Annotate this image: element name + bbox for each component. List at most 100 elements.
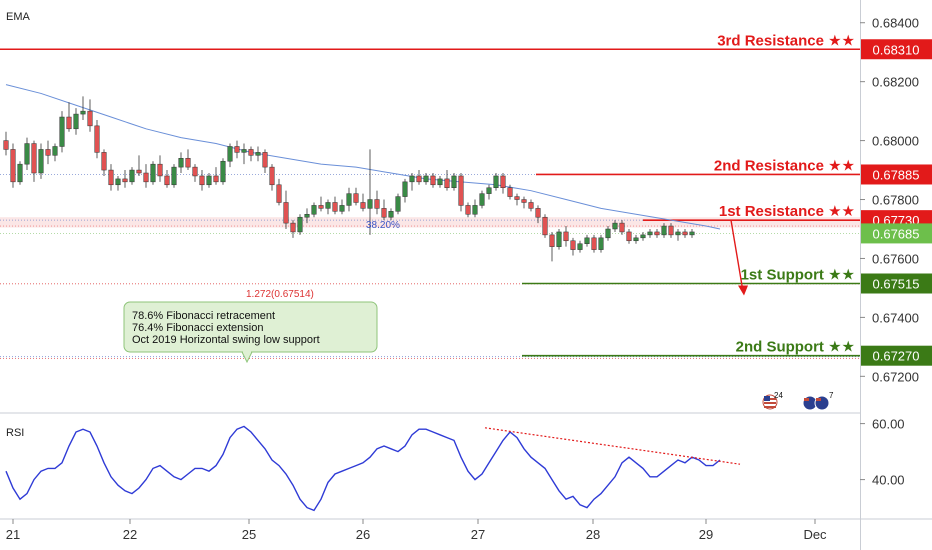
event-count: 7 [829,391,834,400]
candle [689,228,695,238]
candle-body [409,175,415,183]
level-lines: 3rd Resistance ★★ 0.68310 2nd Resistance ★… [0,32,932,366]
event-badge-au[interactable]: 7 [802,391,834,411]
candle [87,99,93,132]
candle [626,228,632,244]
candle-body [542,216,548,236]
axes: 0.68400 0.68200 0.68000 0.67800 0.67600 0.674… [6,16,919,542]
candle [465,202,471,218]
candle [451,173,457,191]
candle-body [549,234,555,247]
candle [423,173,429,185]
candle [318,196,324,212]
candle [213,167,219,185]
rsi-divergence-line [484,427,741,465]
candle-body [458,175,464,206]
candle-body [584,237,590,244]
candle [248,146,254,162]
level-label-resistance: 1st Resistance ★★ [719,203,855,220]
candle-body [556,231,562,247]
candle [332,196,338,215]
projection-arrowhead [738,285,748,296]
candle [486,184,492,200]
candle [479,190,485,209]
candle [402,178,408,203]
ema-series [5,84,721,230]
candle-body [521,199,527,203]
time-tick-label: 28 [586,527,600,542]
candle-body [234,146,240,153]
candle [66,102,72,132]
rsi-series [5,425,721,512]
price-tick-label: 0.68200 [872,75,919,90]
candle [339,199,345,215]
candle-body [626,231,632,242]
candle-body [465,205,471,215]
note-line: Oct 2019 Horizontal swing low support [132,334,320,346]
candle [276,178,282,206]
candle [542,214,548,238]
candle [283,190,289,229]
candle-body [514,196,520,200]
candle-body [353,193,359,203]
time-tick-label: 26 [356,527,370,542]
candle-body [605,228,611,239]
candle [507,184,513,200]
candle-body [598,237,604,250]
time-tick-label: 21 [6,527,20,542]
candle [570,237,576,256]
candle-body [535,208,541,218]
candle-body [304,214,310,218]
candle [150,161,156,185]
price-tick-label: 0.68400 [872,16,919,31]
candle-body [668,225,674,236]
candle [360,193,366,212]
time-tick-label: 22 [123,527,137,542]
rsi-pane [0,414,860,518]
event-badge-us[interactable]: 24 [762,391,783,410]
candle [374,190,380,215]
candle [199,170,205,191]
candle-body [619,222,625,233]
candle-body [325,202,331,209]
candle [612,220,618,232]
candle [290,220,296,238]
candle [584,234,590,247]
candle-body [66,116,72,130]
candle-body [297,216,303,233]
candle-body [563,231,569,242]
candle-body [633,237,639,242]
candle-body [38,149,44,174]
candle [241,143,247,165]
candle [24,137,30,171]
candle-body [101,152,107,171]
candle-body [276,184,282,203]
candle-body [367,199,373,209]
level-label-support: 2nd Support ★★ [736,339,855,356]
candle-body [612,222,618,230]
candle-body [192,166,198,177]
time-tick-label: 29 [699,527,713,542]
candle-body [451,175,457,188]
event-count: 24 [774,391,783,400]
candle-body [507,187,513,197]
candle [178,152,184,174]
candle [535,205,541,224]
gridlines [0,174,860,360]
candle-body [283,202,289,224]
current-price-tag [861,223,932,244]
price-tag [861,345,932,366]
ema-indicator-label: EMA [6,11,31,23]
level-label-resistance: 2nd Resistance ★★ [714,157,855,174]
candle-body [115,178,121,186]
candle [430,173,436,188]
candle [668,223,674,238]
candle-body [17,163,23,183]
candle-body [472,205,478,215]
candle [129,167,135,185]
candle [115,175,121,191]
candle [164,170,170,188]
candle [220,158,226,185]
candle [619,220,625,235]
candle-body [381,208,387,218]
